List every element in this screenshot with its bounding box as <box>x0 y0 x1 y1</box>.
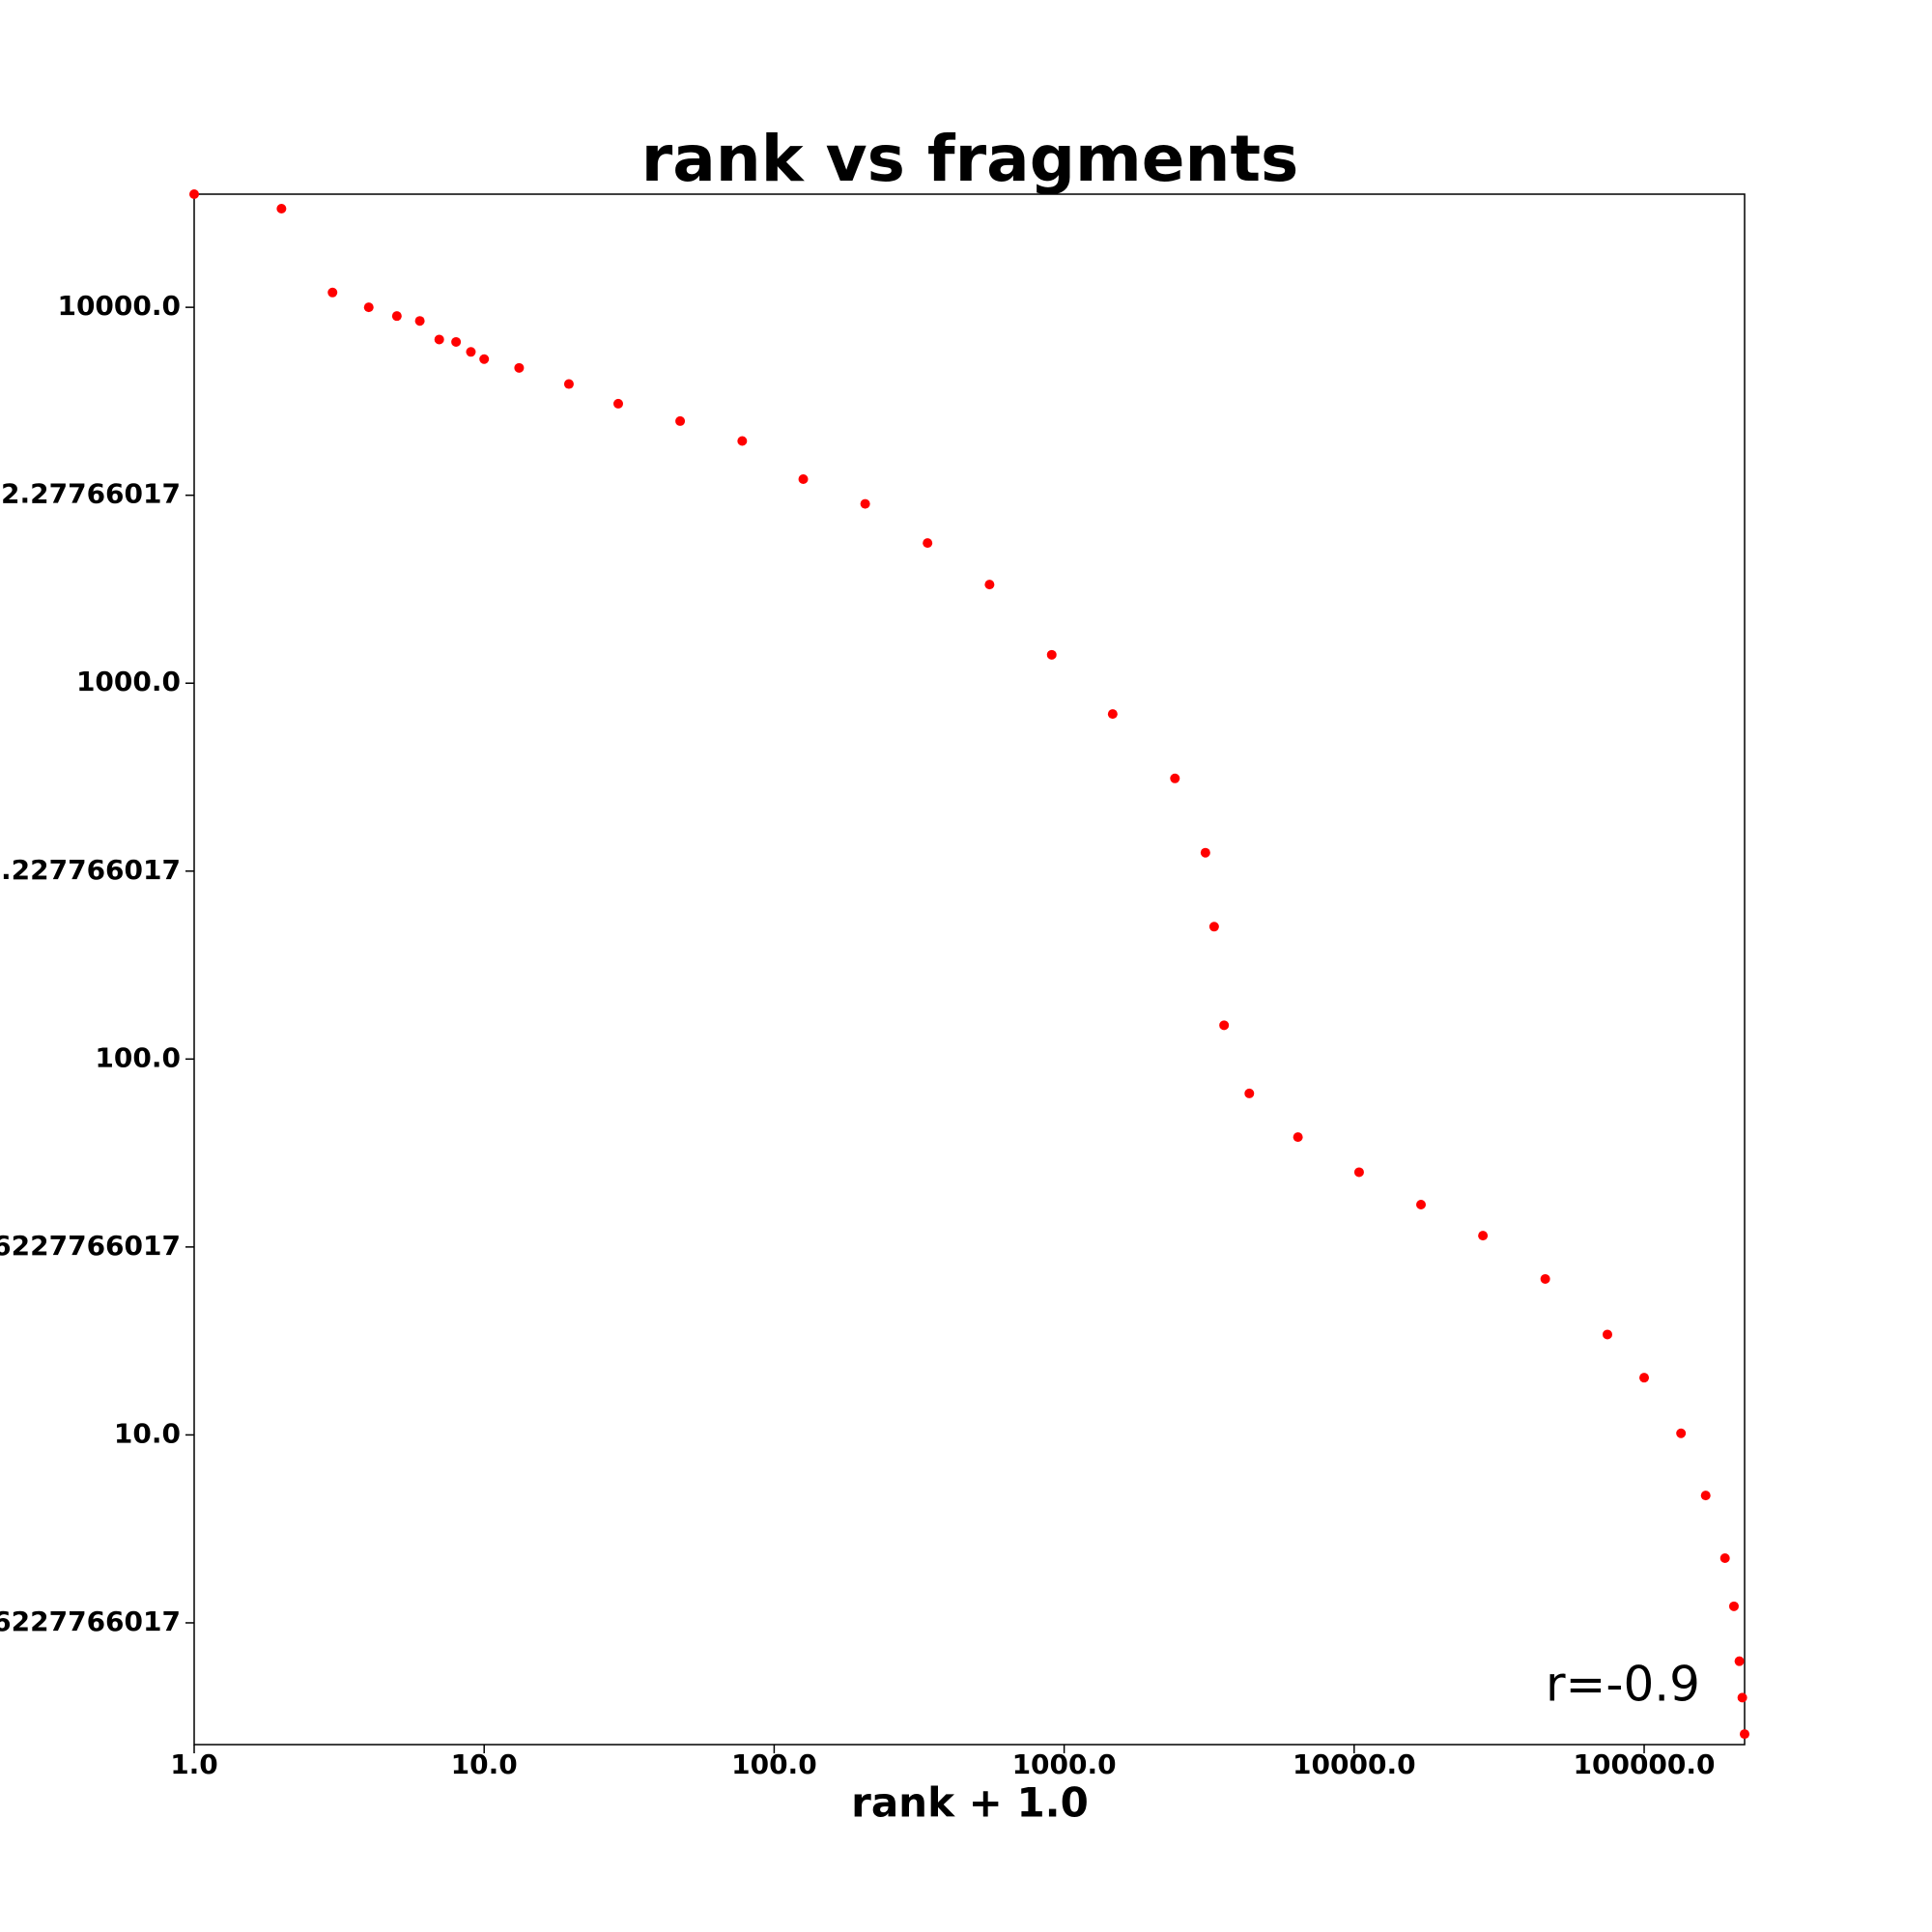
annotation: r=-0.9 <box>1546 1657 1700 1713</box>
x-tick-label: 10000.0 <box>1293 1748 1416 1780</box>
point <box>1107 709 1118 720</box>
point <box>1208 922 1219 932</box>
y-tick-label: 316.227766017 <box>0 854 181 886</box>
point <box>1200 847 1210 858</box>
point <box>1219 1020 1230 1031</box>
point <box>798 474 809 485</box>
point <box>923 538 933 549</box>
point <box>1416 1199 1427 1209</box>
point <box>984 580 995 590</box>
point <box>563 379 574 389</box>
point <box>1700 1491 1711 1501</box>
y-tick-label: 100.0 <box>95 1041 181 1073</box>
point <box>1740 1729 1749 1740</box>
point <box>1737 1692 1747 1703</box>
point <box>479 354 490 364</box>
x-tick-label: 1.0 <box>170 1748 218 1780</box>
point <box>1478 1231 1489 1241</box>
point <box>276 204 287 214</box>
point <box>1170 773 1180 783</box>
y-tick-label: 31.6227766017 <box>0 1230 181 1262</box>
point <box>613 398 624 409</box>
point <box>1046 649 1057 660</box>
point <box>1353 1167 1364 1178</box>
y-tick-label: 10000.0 <box>57 290 181 322</box>
point <box>1639 1373 1650 1383</box>
x-tick-label: 10.0 <box>451 1748 518 1780</box>
point <box>1602 1329 1612 1340</box>
point <box>1728 1601 1739 1611</box>
x-axis-label: rank + 1.0 <box>851 1779 1089 1827</box>
point <box>737 436 748 446</box>
point <box>1244 1088 1255 1098</box>
point <box>1734 1656 1745 1666</box>
point <box>466 347 476 357</box>
chart-title: rank vs fragments <box>641 122 1299 196</box>
point <box>451 336 462 347</box>
point <box>1676 1428 1687 1438</box>
plot-frame <box>193 193 1746 1746</box>
point <box>434 334 444 345</box>
point <box>189 189 199 199</box>
y-tick-label: 1000.0 <box>76 666 181 697</box>
point <box>1540 1273 1550 1284</box>
point <box>1719 1553 1730 1564</box>
point <box>391 311 402 322</box>
x-tick-label: 100000.0 <box>1574 1748 1716 1780</box>
point <box>1293 1132 1303 1143</box>
point <box>363 302 374 313</box>
x-tick-label: 100.0 <box>731 1748 817 1780</box>
point <box>860 498 870 509</box>
x-tick-label: 1000.0 <box>1012 1748 1117 1780</box>
point <box>327 287 338 298</box>
y-tick-label: 3162.27766017 <box>0 478 181 510</box>
point <box>514 362 525 373</box>
point <box>675 415 686 426</box>
point <box>414 316 425 327</box>
y-tick-label: 10.0 <box>114 1417 181 1449</box>
y-tick-label: 3.16227766017 <box>0 1605 181 1637</box>
